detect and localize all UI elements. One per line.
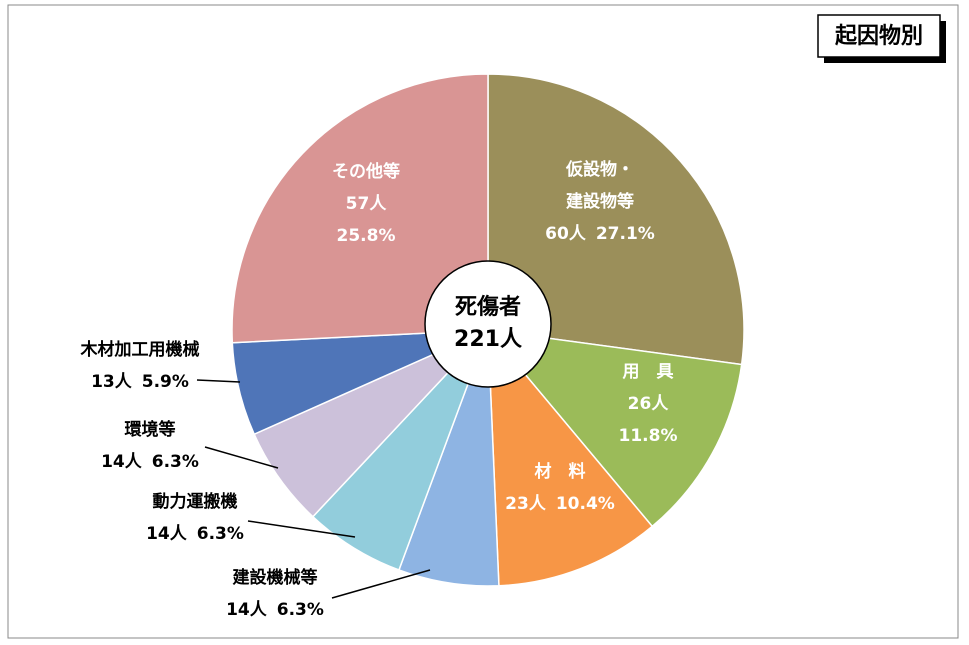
slice-value-label: 14人 6.3% <box>226 600 324 620</box>
slice-label: その他等 <box>332 161 400 182</box>
value-label: 14人 <box>146 524 188 544</box>
slice-label: 動力運搬機 <box>153 491 238 512</box>
value-label: 57人 <box>346 194 388 214</box>
slice-label: 環境等 <box>125 419 176 440</box>
slice-value-label: 14人 6.3% <box>101 452 199 472</box>
percent-label: 6.3% <box>277 600 324 620</box>
slice-label: 仮設物・ <box>565 159 634 180</box>
percent-label: 25.8% <box>337 226 396 246</box>
percent-label: 11.8% <box>619 426 678 446</box>
legend-box <box>817 14 941 58</box>
value-label: 26人 <box>628 394 670 414</box>
pie-slice <box>231 73 489 344</box>
pie-slice <box>487 73 745 366</box>
slice-label: 材 料 <box>535 461 586 482</box>
slice-value-label: 14人 6.3% <box>146 524 244 544</box>
value-label: 14人 <box>101 452 143 472</box>
percent-label: 5.9% <box>142 372 189 392</box>
leader-line <box>204 446 279 469</box>
center-label: 死傷者 <box>455 294 521 320</box>
percent-label: 10.4% <box>556 494 615 514</box>
percent-label: 6.3% <box>152 452 199 472</box>
value-label: 23人 <box>505 494 547 514</box>
slice-value-label: 60人 27.1% <box>545 224 655 244</box>
pie-slice <box>486 328 743 528</box>
leader-line <box>331 569 431 599</box>
pie-slice <box>487 327 654 587</box>
value-label: 14人 <box>226 600 268 620</box>
legend-title: 起因物別 <box>834 23 923 49</box>
slice-label: 木材加工用機械 <box>80 339 200 360</box>
slice-label: 用 具 <box>623 362 674 382</box>
center-circle <box>424 260 552 388</box>
slice-label: 建設機械等 <box>233 567 318 588</box>
center-label: 221人 <box>454 327 522 352</box>
value-label: 13人 <box>91 372 133 392</box>
slice-value-label: 23人 10.4% <box>505 494 615 514</box>
percent-label: 27.1% <box>596 224 655 244</box>
leader-line <box>247 520 356 538</box>
leader-line <box>196 379 241 383</box>
slice-label: 建設物等 <box>566 191 634 212</box>
value-label: 60人 <box>545 224 587 244</box>
slice-value-label: 13人 5.9% <box>91 372 189 392</box>
percent-label: 6.3% <box>197 524 244 544</box>
